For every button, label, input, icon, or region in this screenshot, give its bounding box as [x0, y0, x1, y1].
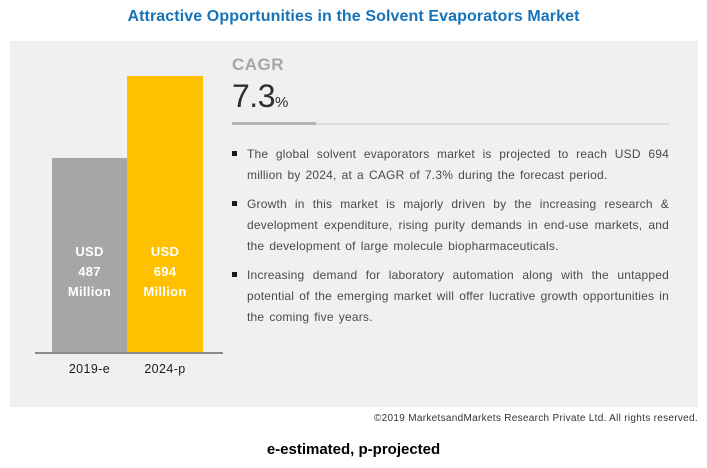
summary-column: CAGR 7.3% The global solvent evaporators… [232, 55, 669, 336]
bar-value-label-2024: USD 694 Million [127, 242, 203, 302]
bar-value-line: Million [67, 284, 112, 299]
x-axis-label-2019: 2019-e [68, 362, 111, 376]
x-axis-label-2024: 2024-p [144, 362, 186, 376]
cagr-label: CAGR [232, 55, 285, 74]
bullet-square-icon [232, 272, 237, 277]
bullet-square-icon [232, 151, 237, 156]
list-item: The global solvent evaporators market is… [232, 144, 669, 186]
page-title: Attractive Opportunities in the Solvent … [127, 8, 580, 25]
bar-2019: USD 487 Million [52, 158, 127, 352]
bar-chart: USD 487 Million USD 694 Million 2019-e 2… [35, 76, 223, 376]
bar-2024: USD 694 Million [127, 76, 203, 352]
list-item: Growth in this market is majorly driven … [232, 194, 669, 257]
copyright-text: ©2019 MarketsandMarkets Research Private… [374, 413, 698, 424]
bullet-text: Increasing demand for laboratory automat… [247, 268, 669, 324]
bar-value-line: Million [143, 284, 187, 299]
list-item: Increasing demand for laboratory automat… [232, 265, 669, 328]
bullet-text: The global solvent evaporators market is… [247, 147, 669, 182]
cagr-value: 7.3 [232, 78, 275, 114]
bullet-square-icon [232, 201, 237, 206]
bar-value-line: 487 [78, 264, 101, 279]
section-divider [232, 122, 669, 125]
bar-value-line: USD [75, 244, 104, 259]
cagr-value-row: 7.3% [232, 78, 669, 115]
bullet-text: Growth in this market is majorly driven … [247, 197, 669, 253]
cagr-percent-sign: % [274, 94, 289, 111]
footnote-text: e-estimated, p-projected [266, 441, 441, 458]
bar-value-line: USD [150, 244, 180, 259]
chart-panel: USD 487 Million USD 694 Million 2019-e 2… [10, 41, 698, 407]
bullet-list: The global solvent evaporators market is… [232, 144, 669, 328]
bar-value-line: 694 [153, 264, 177, 279]
divider-light-line [232, 123, 669, 125]
bar-value-label-2019: USD 487 Million [52, 242, 127, 302]
divider-dark-segment [232, 122, 316, 125]
